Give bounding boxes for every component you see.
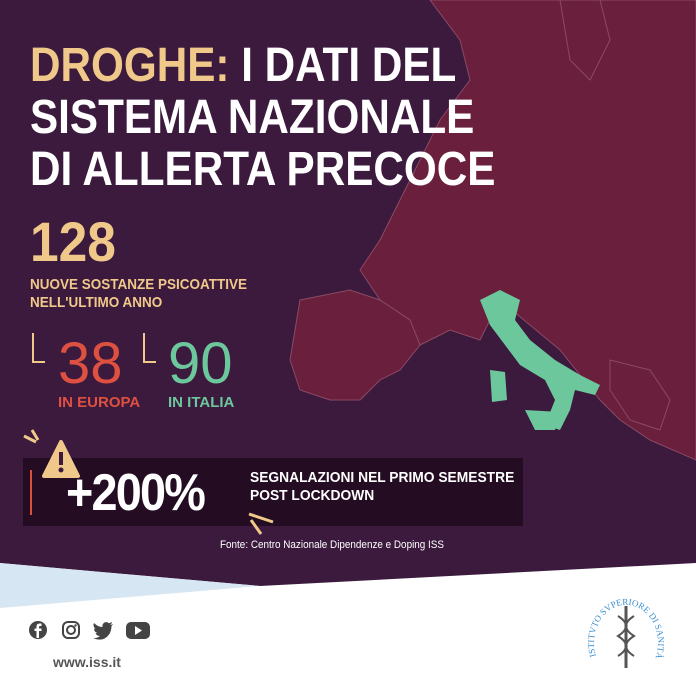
italy-value: 90 (168, 331, 233, 396)
total-label: NUOVE SOSTANZE PSICOATTIVE NELL'ULTIMO A… (30, 276, 247, 312)
total-label-line-2: NELL'ULTIMO ANNO (30, 294, 163, 311)
alert-text: SEGNALAZIONI NEL PRIMO SEMESTRE POST LOC… (250, 469, 514, 505)
alert-text-line-2: POST LOCKDOWN (250, 487, 375, 504)
total-value: 128 (30, 210, 116, 273)
total-label-line-1: NUOVE SOSTANZE PSICOATTIVE (30, 276, 248, 293)
youtube-icon[interactable] (124, 619, 152, 641)
warning-triangle-icon (23, 429, 80, 478)
europe-value: 38 (58, 331, 123, 396)
page-title: DROGHE: I DATI DEL SISTEMA NAZIONALE DI … (30, 40, 495, 196)
title-accent: DROGHE: (30, 39, 230, 92)
italy-label: IN ITALIA (168, 394, 235, 411)
europe-label: IN EUROPA (58, 394, 141, 411)
alert-text-line-1: SEGNALAZIONI NEL PRIMO SEMESTRE (250, 469, 515, 486)
italy-map (480, 290, 600, 430)
twitter-icon[interactable] (92, 619, 114, 641)
bracket-europe (32, 333, 45, 363)
alert-value: +200% (66, 464, 206, 522)
website-link[interactable]: www.iss.it (53, 654, 121, 670)
spark-decoration-icon (248, 512, 274, 535)
title-line-2: SISTEMA NAZIONALE (30, 91, 475, 144)
bracket-italy (143, 333, 156, 363)
title-line-3: DI ALLERTA PRECOCE (30, 143, 496, 196)
alert-banner (23, 458, 523, 526)
alert-bar (30, 470, 32, 515)
europe-map (289, 0, 696, 461)
facebook-icon[interactable] (27, 619, 49, 641)
iss-logo: ISTITVTO SVPERIORE DI SANITÀ (586, 597, 666, 668)
instagram-icon[interactable] (60, 619, 82, 641)
title-line-1: I DATI DEL (229, 39, 457, 92)
source-note: Fonte: Centro Nazionale Dipendenze e Dop… (220, 539, 444, 551)
